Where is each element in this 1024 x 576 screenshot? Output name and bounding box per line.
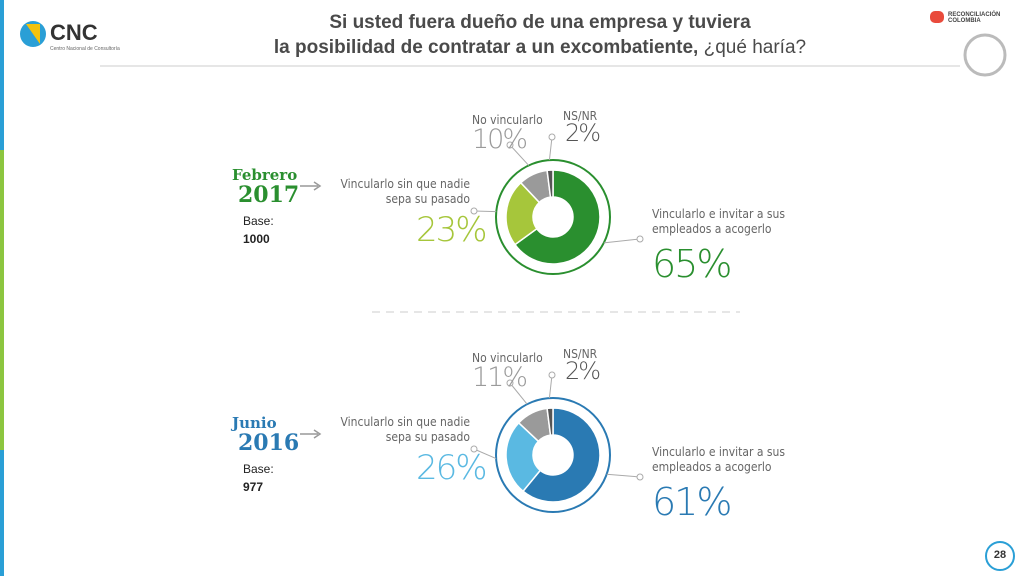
category-label: Vincularlo e invitar a sus empleados a a… — [652, 445, 785, 474]
category-label: Vincularlo sin que nadie sepa su pasado — [340, 177, 470, 206]
value-label: 23% — [416, 210, 488, 250]
slice — [513, 169, 601, 265]
category-label: NS/NR — [563, 109, 598, 123]
leader-dot — [506, 379, 514, 387]
left-stripe-accent — [0, 150, 4, 450]
leader-dot — [548, 133, 556, 141]
category-label: Vincularlo e invitar a sus empleados a a… — [652, 207, 785, 236]
arrow-head — [313, 181, 322, 191]
slice — [546, 407, 554, 436]
leader-line — [606, 473, 641, 478]
leader-dot — [506, 141, 514, 149]
leader-line — [509, 144, 530, 166]
value-label: 10% — [472, 124, 528, 155]
value-label: 2% — [565, 119, 601, 147]
leader-line — [548, 374, 553, 399]
leader-line — [603, 238, 641, 244]
leader-dot — [470, 445, 478, 453]
logo-text: CNC — [50, 20, 98, 45]
leader-line — [473, 448, 497, 460]
page-number: 28 — [993, 549, 1007, 561]
leader-dot — [548, 371, 556, 379]
title-bold: la posibilidad de contratar a un excomba… — [273, 37, 699, 58]
arrow-head — [313, 429, 322, 439]
slice — [521, 407, 601, 503]
title-regular: ¿qué haría? — [703, 37, 807, 58]
value-label: 65% — [652, 242, 732, 286]
category-label: Vincularlo sin que nadie sepa su pasado — [340, 415, 470, 444]
period-year: 2016 — [238, 430, 300, 456]
category-label: No vincularlo — [472, 351, 543, 365]
page-badge — [985, 541, 1015, 571]
outer-ring — [495, 159, 611, 275]
value-label: 61% — [652, 480, 732, 524]
partner-flag — [930, 11, 944, 23]
slice — [546, 169, 554, 198]
period-label: Junio — [232, 414, 277, 432]
leader-line — [473, 210, 497, 213]
base-label: Base: — [243, 214, 274, 228]
partner-logo: RECONCILIACIÓN COLOMBIA — [948, 12, 1001, 24]
base-value: 977 — [243, 480, 264, 494]
leader-line — [548, 136, 553, 161]
leader-dot — [636, 235, 644, 243]
value-label: 2% — [565, 357, 601, 385]
value-label: 11% — [472, 362, 528, 393]
title-line-2: la posibilidad de contratar a un excomba… — [200, 37, 880, 59]
outer-ring — [495, 397, 611, 513]
base-value: 1000 — [243, 232, 270, 246]
value-label: 26% — [416, 448, 488, 488]
leader-dot — [470, 207, 478, 215]
category-label: NS/NR — [563, 347, 598, 361]
leader-line — [509, 382, 528, 405]
period-label: Febrero — [232, 166, 298, 184]
leader-dot — [636, 473, 644, 481]
category-label: No vincularlo — [472, 113, 543, 127]
base-label: Base: — [243, 462, 274, 476]
period-year: 2017 — [238, 182, 300, 208]
logo-subtitle: Centro Nacional de Consultoría — [50, 46, 120, 52]
logo-mark-part — [26, 24, 40, 44]
slice — [505, 421, 542, 493]
partner-icon — [963, 33, 1007, 77]
title-line-1: Si usted fuera dueño de una empresa y tu… — [329, 12, 751, 33]
